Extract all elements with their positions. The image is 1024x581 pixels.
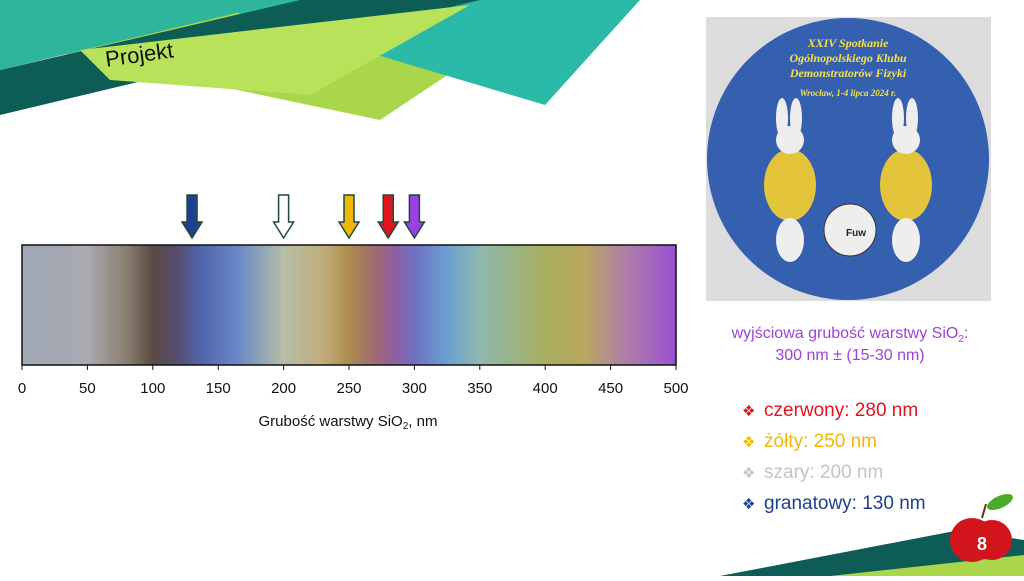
arrow-marker — [180, 194, 204, 240]
note-line: wyjściowa grubość warstwy SiO2: — [731, 325, 969, 345]
list-bullet: ❖ — [742, 465, 755, 482]
note-tail: : — [964, 325, 968, 342]
page-badge — [950, 493, 1013, 562]
x-axis-label-sub: 2 — [403, 421, 409, 432]
x-tick-label: 500 — [663, 380, 688, 397]
arrow-marker — [403, 194, 426, 240]
x-tick-label: 350 — [467, 380, 492, 397]
list-item: szary: 200 nm — [764, 462, 883, 483]
logo-date: Wrocław, 1-4 lipca 2024 r. — [800, 88, 897, 98]
x-tick-label: 100 — [140, 380, 165, 397]
x-tick-label: 250 — [336, 380, 361, 397]
logo-line: Ogólnopolskiego Klubu — [789, 51, 906, 65]
list-item: żółty: 250 nm — [764, 431, 877, 452]
list-item: czerwony: 280 nm — [764, 400, 918, 421]
list-bullet: ❖ — [742, 496, 755, 513]
x-axis-label: Grubość warstwy SiO2, nm — [259, 413, 438, 432]
x-axis-label-tail: , nm — [408, 413, 437, 430]
arrow-marker — [272, 194, 295, 240]
x-tick-label: 450 — [598, 380, 623, 397]
spectrum-figure: 0 50 100 150 200 250 300 350 400 450 500 — [18, 194, 689, 397]
logo-illustration — [764, 98, 932, 262]
header-shape — [0, 0, 290, 70]
arrow-marker — [337, 194, 361, 240]
x-tick-label: 0 — [18, 380, 26, 397]
x-tick-label: 150 — [206, 380, 231, 397]
spectrum-bar — [21, 244, 677, 366]
logo-disc — [707, 18, 989, 300]
page-number: 8 — [977, 534, 987, 554]
logo-line: Demonstratorów Fizyki — [789, 66, 907, 80]
x-tick-label: 300 — [402, 380, 427, 397]
arrow-marker — [376, 194, 400, 240]
list-item: granatowy: 130 nm — [764, 493, 926, 514]
note-text: wyjściowa grubość warstwy SiO — [731, 325, 959, 342]
x-tick-label: 200 — [271, 380, 296, 397]
x-axis-label-text: Grubość warstwy SiO — [259, 413, 403, 430]
x-tick-label: 400 — [533, 380, 558, 397]
note-line: 300 nm ± (15-30 nm) — [775, 347, 924, 364]
header-shape — [80, 5, 470, 95]
list-bullet: ❖ — [742, 434, 755, 451]
x-tick-label: 50 — [79, 380, 96, 397]
list-bullet: ❖ — [742, 403, 755, 420]
logo-line: XXIV Spotkanie — [807, 36, 889, 50]
note-sub: 2 — [958, 334, 964, 345]
color-list: ❖ czerwony: 280 nm ❖ żółty: 250 nm ❖ szary: 2… — [742, 400, 926, 514]
logo-badge: Fuw — [846, 228, 866, 239]
